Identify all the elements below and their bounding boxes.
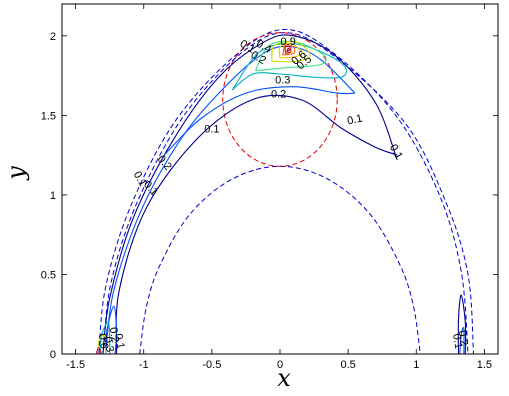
contour-label-16: 0.6 [96, 333, 110, 350]
contour-label-15: 0.1 [112, 333, 126, 350]
contour-label-4: 0.1 [387, 142, 405, 161]
contour-line-0-1-1 [115, 94, 398, 354]
contour-line-0-1-15 [457, 294, 467, 354]
axes: -1.5 -1 -0.5 0 0.5 1 1.5 0 0.5 1 1.5 2 [41, 3, 499, 371]
contour-line-0-9-10 [286, 47, 291, 53]
x-tick-label: 1.5 [477, 359, 492, 371]
x-tick-label: -1.5 [66, 359, 85, 371]
dashed-curve-red-circle [222, 32, 338, 167]
contour-line-0-8-14 [95, 347, 103, 354]
contour-line-0-6-7 [278, 43, 303, 59]
contour-label-19: 0.2 [455, 330, 469, 347]
contour-line-0-4-5 [255, 40, 327, 72]
contour-line-0-3-12 [99, 321, 111, 354]
x-tick-label: 1 [413, 359, 419, 371]
contour-label-7: 0.3 [275, 74, 290, 86]
plot-area: 0.10.10.10.10.10.20.20.30.10.20.40.60.50… [95, 28, 474, 354]
contour-line-0-5-6 [271, 41, 311, 63]
contour-label-18: 0.1 [450, 333, 464, 350]
contour-label-13: 0.9 [281, 36, 296, 48]
contour-line-0-8-9 [284, 45, 292, 54]
x-tick-label: 0.5 [340, 359, 355, 371]
contour-line-0-2-16 [459, 327, 465, 354]
plot-content: 0.10.10.10.10.10.20.20.30.10.20.40.60.50… [95, 28, 474, 354]
contour-line-0-1-0 [102, 34, 398, 354]
y-tick-label: 2 [50, 31, 56, 43]
dashed-curve-inner-semicircle [139, 165, 421, 354]
y-tick-label: 1 [50, 190, 56, 202]
contour-line-0-5-13 [96, 334, 107, 354]
x-tick-label: -0.5 [202, 359, 221, 371]
dashed-curve-outer-arch-right [102, 32, 474, 354]
contour-label-14: 0.2 [107, 326, 121, 343]
y-tick-label: 1.5 [41, 110, 56, 122]
contour-line-0-2-3 [163, 86, 355, 156]
contour-label-17: 0.3 [101, 336, 115, 353]
y-tick-label: 0 [50, 349, 56, 361]
dashed-curve-outer-arch-left [98, 28, 469, 354]
contour-label-1: 0.1 [204, 124, 219, 136]
contour-line-0-7-8 [282, 44, 296, 56]
x-tick-label: -1 [139, 359, 149, 371]
y-axis-label: y [2, 166, 30, 181]
contour-line-0-2-11 [105, 305, 118, 354]
x-axis-label: x [277, 364, 291, 391]
contour-label-6: 0.2 [271, 89, 286, 101]
contour-line-0-2-2 [105, 45, 356, 354]
y-tick-label: 0.5 [41, 269, 56, 281]
x-tick-label: 0 [277, 359, 283, 371]
contour-label-0: 0.1 [346, 113, 363, 128]
